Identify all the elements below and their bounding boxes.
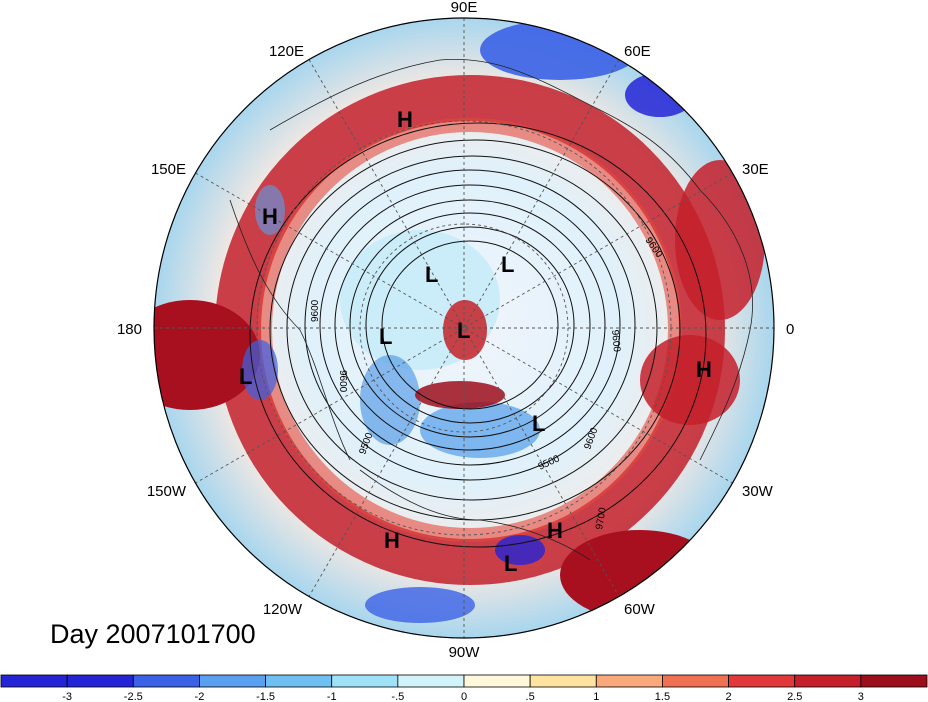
colorbar-box [66,674,134,688]
high-pressure-marker: H [262,204,278,229]
colorbar-tick-label: -2 [195,691,205,702]
polar-map: 90E 60E 30E 0 30W 60W 90W 120W 150W 180 … [117,0,794,661]
colorbar-box [860,674,928,688]
colorbar-tick-label: -3 [62,691,72,702]
lon-label-60e: 60E [624,43,651,60]
cold-anomaly [360,355,420,445]
high-pressure-marker: H [547,518,563,543]
low-pressure-marker: L [425,262,438,287]
lon-label-180: 180 [117,321,142,338]
colorbar-tick-label: 1.5 [655,691,670,702]
height-contours [249,122,707,548]
colorbar-tick-label: -1.5 [256,691,275,702]
map-disc [154,18,774,638]
colorbar-box [595,674,663,688]
longitude-labels: 90E 60E 30E 0 30W 60W 90W 120W 150W 180 … [117,0,794,661]
lon-label-0: 0 [786,321,794,338]
colorbar-tick-label: -1 [327,691,337,702]
colorbar-box [728,674,796,688]
warm-anomaly [415,381,505,409]
cold-anomaly [480,20,640,80]
lon-label-30e: 30E [742,161,769,178]
graticule [154,18,774,638]
colorbar-tick-label: 0 [461,691,467,702]
colorbar-box [463,674,531,688]
colorbar-tick-label: 1 [593,691,599,702]
low-pressure-marker: L [457,318,470,343]
colorbar-box [331,674,399,688]
cold-anomaly [255,185,285,235]
map-border [153,17,775,639]
colorbar-box [662,674,729,688]
low-pressure-marker: L [532,411,545,436]
warm-anomaly [640,335,740,425]
colorbar-box [0,674,68,688]
contour-label: 9700 [594,506,609,530]
colorbar-box [794,674,862,688]
colorbar-box [397,674,465,688]
contour-label: 9600 [337,370,348,393]
coastlines [229,58,753,561]
colorbar-box [265,674,333,688]
lon-label-150w: 150W [147,483,187,500]
lon-label-150e: 150E [151,161,186,178]
colorbar-boxes [0,674,928,688]
colorbar-tick-label: 3 [858,691,864,702]
lon-label-30w: 30W [742,483,774,500]
colorbar-box [132,674,200,688]
high-pressure-marker: H [397,107,413,132]
high-pressure-marker: H [384,528,400,553]
colorbar-tick-label: .5 [526,691,535,702]
colorbar-tick-label: -2.5 [124,691,143,702]
lon-label-120e: 120E [269,43,304,60]
warm-anomaly [675,160,765,320]
warm-anomaly [154,300,260,410]
low-pressure-marker: L [504,551,517,576]
lon-label-90e: 90E [451,0,478,16]
cold-anomaly [365,587,475,623]
colorbar-tick-label: 2 [726,691,732,702]
colorbar-box [529,674,597,688]
colorbar-tick-label: -.5 [391,691,404,702]
low-pressure-marker: L [239,364,252,389]
low-pressure-marker: L [379,324,392,349]
colorbar-labels: -3 -2.5 -2 -1.5 -1 -.5 0 .5 1 1.5 2 2.5 3 [62,691,864,702]
lon-label-90w: 90W [449,644,481,661]
cold-anomaly [495,535,545,565]
low-pressure-marker: L [501,252,514,277]
contour-label: 9600 [310,299,321,322]
day-title: Day 2007101700 [50,619,256,649]
colorbar-tick-label: 2.5 [787,691,802,702]
high-pressure-marker: H [696,357,712,382]
colorbar-box [199,674,266,688]
lon-label-60w: 60W [624,601,656,618]
lon-label-120w: 120W [263,601,303,618]
contour-label: 9600 [609,329,622,353]
pressure-centers: H H L L L L L H L H H L [239,107,712,576]
colorbar: -3 -2.5 -2 -1.5 -1 -.5 0 .5 1 1.5 2 2.5 3 [0,674,928,702]
